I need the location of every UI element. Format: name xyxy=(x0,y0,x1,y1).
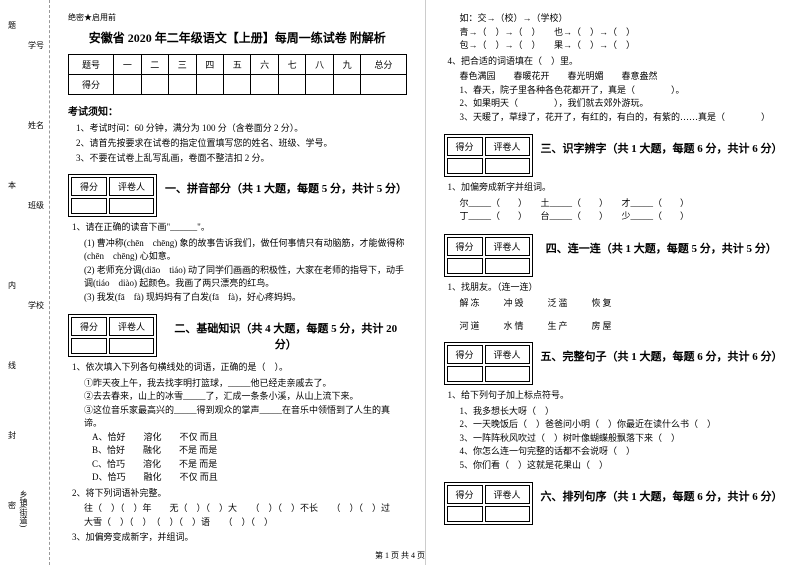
r-q4a: 1、春天，院子里各种各色花都开了，真是（ ）。 xyxy=(460,84,783,98)
s3-q1a: 尔_____（ ） 土_____（ ） 才_____（ ） xyxy=(460,197,783,211)
s5-q1d: 4、你怎么连一句完整的话都不会说呀（ ） xyxy=(460,445,783,459)
score-table: 题号 一 二 三 四 五 六 七 八 九 总分 得分 xyxy=(68,54,407,95)
sb1-c2: 评卷人 xyxy=(109,177,154,196)
notice-3: 3、不要在试卷上乱写乱画，卷面不整洁扣 2 分。 xyxy=(76,151,407,164)
s4-row1: 解冻 冲毁 泛滥 恢复 xyxy=(460,296,783,309)
score-value-row: 得分 xyxy=(69,75,407,95)
h7: 七 xyxy=(278,55,305,75)
s5-q1b: 2、一天晚饭后（ ）爸爸问小明（ ）你最近在读什么书（ ） xyxy=(460,418,783,432)
s2-q2a: 往（ ）（ ）年 无（ ）（ ）大 （ ）（ ）不长 （ ）（ ）过 xyxy=(84,502,407,516)
sb4-c1: 得分 xyxy=(447,237,483,256)
sb3-c2: 评卷人 xyxy=(485,137,530,156)
h3: 三 xyxy=(169,55,196,75)
s2-q1b: ②去去春来，山上的冰雪_____了，汇成一条条小溪，从山上流下来。 xyxy=(84,390,407,404)
s5-q1a: 1、我多想长大呀（ ） xyxy=(460,405,783,419)
h9: 九 xyxy=(333,55,360,75)
sb6-c1: 得分 xyxy=(447,485,483,504)
defen: 得分 xyxy=(69,75,114,95)
score-box-1: 得分评卷人 xyxy=(68,174,157,217)
r-line2: 青→（ ）→（ ） 也→（ ）→（ ） xyxy=(460,26,783,40)
sidebar-label-xuehao: 学号 xyxy=(28,40,44,51)
h1: 一 xyxy=(114,55,141,75)
sb2-c2: 评卷人 xyxy=(109,317,154,336)
s2-q2: 2、将下列词语补完整。 xyxy=(72,487,407,501)
right-column: 如：交→（校）→（学校） 青→（ ）→（ ） 也→（ ）→（ ） 包→（ ）→（… xyxy=(426,0,800,565)
s4-q1: 1、找朋友。（连一连） xyxy=(448,281,783,295)
s2-optD: D、恰巧 融化 不仅 而且 xyxy=(92,471,407,485)
h6: 六 xyxy=(251,55,278,75)
h10: 总分 xyxy=(361,55,406,75)
score-box-5: 得分评卷人 xyxy=(444,342,533,385)
sb1-c1: 得分 xyxy=(71,177,107,196)
s3-q1: 1、加偏旁成新字并组词。 xyxy=(448,181,783,195)
sb6-c2: 评卷人 xyxy=(485,485,530,504)
sb4-c2: 评卷人 xyxy=(485,237,530,256)
left-column: 绝密★启用前 安徽省 2020 年二年级语文【上册】每周一练试卷 附解析 题号 … xyxy=(50,0,426,565)
score-box-3: 得分评卷人 xyxy=(444,134,533,177)
s5-q1c: 3、一阵阵秋风吹过（ ）树叶像蝴蝶般飘落下来（ ） xyxy=(460,432,783,446)
score-box-6: 得分评卷人 xyxy=(444,482,533,525)
section-4-title: 四、连一连（共 1 大题，每题 5 分，共计 5 分） xyxy=(541,230,782,256)
notice-2: 2、请首先按要求在试卷的指定位置填写您的姓名、班级、学号。 xyxy=(76,136,407,149)
r-q4w: 春色满园 春暖花开 春光明媚 春意盎然 xyxy=(460,70,783,84)
s2-optB: B、恰好 融化 不是 而是 xyxy=(92,444,407,458)
score-box-2: 得分评卷人 xyxy=(68,314,157,357)
dash-xian: 线 xyxy=(8,360,16,371)
dash-feng: 封 xyxy=(8,430,16,441)
page-footer: 第 1 页 共 4 页 xyxy=(0,550,800,561)
sb3-c1: 得分 xyxy=(447,137,483,156)
h5: 五 xyxy=(223,55,250,75)
s1-q1a: (1) 曹冲称(chēn chēng) 象的故事告诉我们，做任何事情只有动脑筋，… xyxy=(84,237,407,264)
r-q4c: 3、天暖了，草绿了，花开了，有红的，有白的，有紫的……真是（ ） xyxy=(460,111,783,125)
sidebar-label-xingming: 姓名 xyxy=(28,120,44,131)
dash-ben: 本 xyxy=(8,180,16,191)
s2-q3: 3、加偏旁变成新字，并组词。 xyxy=(72,531,407,545)
s1-q1b: (2) 老师充分调(diāo tiáo) 动了同学们画画的积极性，大家在老师的指… xyxy=(84,264,407,291)
s1-q1: 1、请在正确的读音下画"______"。 xyxy=(72,221,407,235)
sidebar-label-xuexiao: 学校 xyxy=(28,300,44,311)
h2: 二 xyxy=(141,55,168,75)
dash-mi: 密 xyxy=(8,500,16,511)
r-line1: 如：交→（校）→（学校） xyxy=(460,12,783,26)
score-box-4: 得分评卷人 xyxy=(444,234,533,277)
s2-optC: C、恰巧 溶化 不是 而是 xyxy=(92,458,407,472)
r-q4: 4、把合适的词语填在（ ）里。 xyxy=(448,55,783,69)
sb5-c2: 评卷人 xyxy=(485,345,530,364)
dash-ti: 题 xyxy=(8,20,16,31)
dash-nei: 内 xyxy=(8,280,16,291)
s5-q1e: 5、你们看（ ）这就是花果山（ ） xyxy=(460,459,783,473)
s1-q1c: (3) 我发(fā fà) 现妈妈有了白发(fā fà)，好心疼妈妈。 xyxy=(84,291,407,305)
notice-heading: 考试须知： xyxy=(68,103,407,118)
sb2-c1: 得分 xyxy=(71,317,107,336)
section-3-title: 三、识字辨字（共 1 大题，每题 6 分，共计 6 分） xyxy=(541,130,782,156)
s2-q2b: 大雪（ ）（ ） （ ）（ ）语 （ ）（ ） xyxy=(84,516,407,530)
section-6-title: 六、排列句序（共 1 大题，每题 6 分，共计 6 分） xyxy=(541,478,782,504)
section-2-title: 二、基础知识（共 4 大题，每题 5 分，共计 20 分） xyxy=(165,310,406,352)
sidebar-label-jiedao: 乡镇(街道) xyxy=(18,490,29,527)
h4: 四 xyxy=(196,55,223,75)
s4-row2: 河道 水情 生产 房屋 xyxy=(460,319,783,332)
secret-label: 绝密★启用前 xyxy=(68,12,407,23)
score-header-row: 题号 一 二 三 四 五 六 七 八 九 总分 xyxy=(69,55,407,75)
sb5-c1: 得分 xyxy=(447,345,483,364)
binding-sidebar: 学号 姓名 班级 学校 乡镇(街道) 题 本 内 线 封 密 xyxy=(0,0,50,565)
r-line3: 包→（ ）→（ ） 果→（ ）→（ ） xyxy=(460,39,783,53)
r-q4b: 2、如果明天（ ），我们就去郊外游玩。 xyxy=(460,97,783,111)
s3-q1b: 丁_____（ ） 台_____（ ） 少_____（ ） xyxy=(460,210,783,224)
s2-q1c: ③这位音乐家最高兴的_____得到观众的掌声_____在音乐中领悟到了人生的真谛… xyxy=(84,404,407,431)
sidebar-label-banji: 班级 xyxy=(28,200,44,211)
section-1-title: 一、拼音部分（共 1 大题，每题 5 分，共计 5 分） xyxy=(165,170,406,196)
h0: 题号 xyxy=(69,55,114,75)
notice-1: 1、考试时间：60 分钟，满分为 100 分（含卷面分 2 分）。 xyxy=(76,121,407,134)
exam-title: 安徽省 2020 年二年级语文【上册】每周一练试卷 附解析 xyxy=(68,29,407,46)
s2-q1: 1、依次填入下列各句横线处的词语，正确的是（ ）。 xyxy=(72,361,407,375)
h8: 八 xyxy=(306,55,333,75)
s2-q1a: ①昨天夜上午，我去找李明打篮球，_____他已经走亲戚去了。 xyxy=(84,377,407,391)
s5-q1: 1、给下列句子加上标点符号。 xyxy=(448,389,783,403)
section-5-title: 五、完整句子（共 1 大题，每题 6 分，共计 6 分） xyxy=(541,338,782,364)
s2-optA: A、恰好 溶化 不仅 而且 xyxy=(92,431,407,445)
page: 学号 姓名 班级 学校 乡镇(街道) 题 本 内 线 封 密 绝密★启用前 安徽… xyxy=(0,0,800,565)
